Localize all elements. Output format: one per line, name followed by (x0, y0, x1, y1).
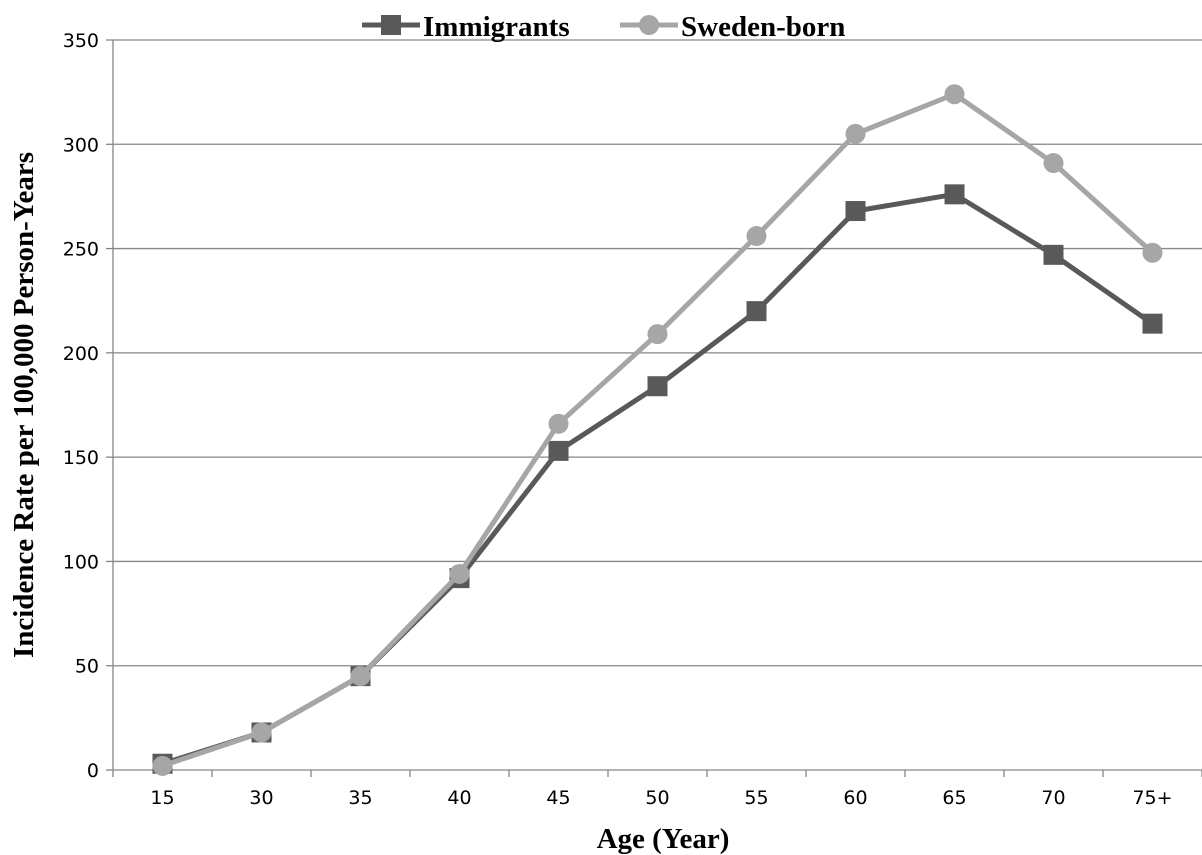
y-tick-label-150: 150 (63, 447, 99, 469)
legend-marker-immigrants (381, 15, 401, 35)
x-tick-label-15: 15 (150, 787, 174, 809)
x-tick-label-40: 40 (447, 787, 471, 809)
point-sweden-born-50 (647, 324, 668, 345)
y-tick-labels: 0 50 100 150 200 250 300 350 (63, 30, 99, 782)
x-tick-label-70: 70 (1041, 787, 1065, 809)
y-tick-label-200: 200 (63, 343, 99, 365)
gridlines (113, 39, 1202, 667)
series-group (152, 84, 1163, 776)
point-sweden-born-45 (548, 413, 569, 434)
x-tick-label-55: 55 (744, 787, 768, 809)
point-sweden-born-55 (746, 226, 767, 247)
y-tick-label-350: 350 (63, 30, 99, 52)
legend-label-immigrants: Immigrants (423, 11, 570, 43)
point-immigrants-50 (647, 376, 668, 397)
x-tick-label-60: 60 (843, 787, 867, 809)
point-sweden-born-30 (251, 722, 272, 743)
x-tick-label-30: 30 (249, 787, 273, 809)
x-tick-label-35: 35 (348, 787, 372, 809)
legend-label-sweden-born: Sweden-born (681, 11, 845, 43)
point-sweden-born-35 (350, 666, 371, 687)
point-immigrants-75+ (1142, 313, 1163, 334)
point-immigrants-65 (944, 184, 965, 205)
y-axis-title: Incidence Rate per 100,000 Person-Years (8, 152, 40, 658)
point-immigrants-45 (548, 440, 569, 461)
series-line-sweden-born (161, 91, 1155, 769)
legend-marker-sweden-born (639, 15, 659, 35)
legend-entry-immigrants: Immigrants (362, 11, 570, 43)
axes (106, 39, 1202, 777)
point-sweden-born-40 (449, 563, 470, 584)
x-tick-label-50: 50 (645, 787, 669, 809)
point-immigrants-70 (1043, 244, 1064, 265)
point-sweden-born-70 (1043, 153, 1064, 174)
point-immigrants-55 (746, 301, 767, 322)
point-sweden-born-75+ (1142, 242, 1163, 263)
legend: Immigrants Sweden-born (362, 11, 845, 43)
point-sweden-born-65 (944, 84, 965, 105)
x-tick-label-45: 45 (546, 787, 570, 809)
x-tick-labels: 15 30 35 40 45 50 55 60 65 70 75+ (150, 787, 1172, 809)
y-tick-label-250: 250 (63, 239, 99, 261)
x-axis-title: Age (Year) (597, 823, 730, 855)
series-line-immigrants (161, 191, 1154, 767)
legend-entry-sweden-born: Sweden-born (620, 11, 845, 43)
y-tick-label-0: 0 (87, 760, 99, 782)
x-tick-label-75+: 75+ (1132, 787, 1172, 809)
y-tick-label-100: 100 (63, 551, 99, 573)
point-immigrants-60 (845, 201, 866, 222)
point-sweden-born-15 (152, 755, 173, 776)
y-tick-label-50: 50 (75, 656, 99, 678)
x-tick-label-65: 65 (942, 787, 966, 809)
y-tick-label-300: 300 (63, 134, 99, 156)
point-sweden-born-60 (845, 123, 866, 144)
